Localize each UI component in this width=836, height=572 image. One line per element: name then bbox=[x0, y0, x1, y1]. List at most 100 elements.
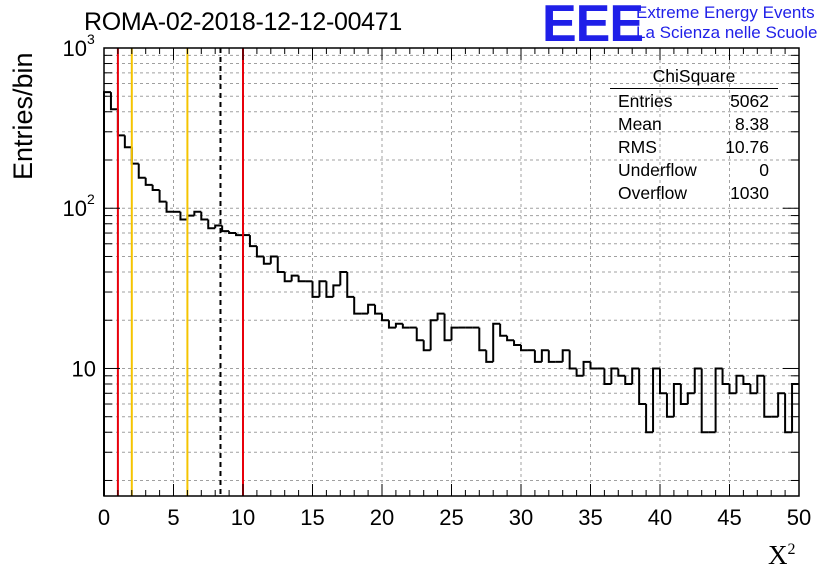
histogram-bin bbox=[568, 350, 577, 370]
histogram-bin bbox=[186, 214, 195, 220]
histogram-bin bbox=[603, 368, 612, 385]
histogram-bin bbox=[659, 368, 667, 395]
axis-ticks bbox=[103, 47, 800, 496]
histogram-bin bbox=[318, 280, 327, 297]
histogram-bin bbox=[221, 225, 230, 233]
histogram-bin bbox=[179, 211, 188, 221]
histogram-bin bbox=[617, 368, 626, 377]
histogram-bin bbox=[255, 246, 264, 258]
histogram-bin bbox=[130, 147, 139, 165]
histogram-bin bbox=[297, 275, 306, 283]
histogram-bin bbox=[631, 367, 640, 384]
histogram-bin bbox=[513, 340, 521, 347]
histogram-bin bbox=[151, 184, 160, 191]
histogram-bin bbox=[575, 368, 584, 377]
histogram-bin bbox=[353, 296, 362, 315]
histogram-bin bbox=[686, 392, 695, 405]
stats-title: ChiSquare bbox=[610, 66, 778, 89]
histogram-bin bbox=[520, 345, 528, 352]
histogram-bin bbox=[700, 368, 709, 434]
histogram-bin bbox=[485, 350, 494, 363]
x-tick-label: 50 bbox=[787, 505, 811, 530]
x-tick-label: 20 bbox=[370, 505, 394, 530]
histogram-bin bbox=[665, 393, 674, 418]
histogram-bin bbox=[728, 384, 737, 395]
histogram-bin bbox=[533, 350, 542, 363]
histogram-bin bbox=[401, 323, 410, 329]
y-tick-label: 10 bbox=[72, 356, 96, 381]
stats-row-mean: Mean 8.38 bbox=[618, 114, 769, 134]
histogram-bin bbox=[721, 368, 730, 385]
histogram-bin bbox=[381, 313, 389, 322]
histogram-bin bbox=[499, 323, 508, 337]
histogram-bin bbox=[394, 322, 403, 328]
y-tick-label: 10 bbox=[63, 36, 87, 61]
histogram-bin bbox=[137, 163, 146, 179]
histogram-bin bbox=[610, 367, 619, 384]
histogram-bin bbox=[735, 374, 744, 394]
x-tick-label: 40 bbox=[648, 505, 672, 530]
histogram-bin bbox=[367, 303, 376, 314]
histogram-bin bbox=[248, 235, 257, 248]
histogram-bin bbox=[624, 375, 633, 385]
histogram-bin bbox=[638, 368, 647, 406]
histogram-bin bbox=[262, 256, 271, 265]
histogram-bin bbox=[742, 375, 751, 385]
histogram-bin bbox=[679, 384, 688, 406]
x-tick-label: 30 bbox=[509, 505, 533, 530]
histogram-bin bbox=[763, 375, 772, 418]
histogram-bin bbox=[749, 384, 758, 395]
histogram-bin bbox=[374, 304, 382, 315]
histogram-bin bbox=[332, 284, 341, 297]
histogram-bin bbox=[429, 319, 438, 351]
histogram-bin bbox=[756, 374, 765, 394]
logo-subtitle-2: La Scienza nelle Scuole bbox=[636, 23, 818, 42]
histogram-bin bbox=[200, 211, 209, 221]
histogram-bin bbox=[228, 231, 237, 235]
histogram-bin bbox=[165, 201, 174, 213]
y-tick-exponent: 3 bbox=[87, 31, 95, 47]
histogram-bin bbox=[103, 91, 111, 496]
histogram-bin bbox=[346, 272, 355, 298]
run-title: ROMA-02-2018-12-12-00471 bbox=[84, 8, 402, 36]
histogram-bin bbox=[492, 322, 501, 362]
histogram-bin bbox=[235, 233, 243, 237]
histogram-bin bbox=[777, 392, 786, 417]
x-tick-label: 10 bbox=[231, 505, 255, 530]
histogram-bin bbox=[144, 177, 153, 186]
histogram-bin bbox=[207, 219, 216, 230]
stats-box: ChiSquare Entries 5062 Mean 8.38 RMS 10.76 … bbox=[610, 66, 778, 205]
stats-row-overflow: Overflow 1030 bbox=[618, 183, 769, 203]
histogram-bin bbox=[547, 350, 556, 363]
histogram-bin bbox=[652, 367, 660, 433]
stats-row-entries: Entries 5062 bbox=[618, 91, 769, 111]
histogram-bin bbox=[672, 383, 681, 417]
x-tick-label: 25 bbox=[439, 505, 463, 530]
histogram-bin bbox=[436, 312, 445, 321]
x-tick-label: 0 bbox=[98, 505, 110, 530]
reference-lines bbox=[116, 48, 244, 496]
histogram-bin bbox=[269, 255, 278, 264]
x-tick-label: 35 bbox=[578, 505, 602, 530]
logo-subtitle-1: Extreme Energy Events bbox=[636, 3, 815, 22]
histogram-bin bbox=[193, 210, 202, 216]
x-tick-label: 15 bbox=[300, 505, 324, 530]
histogram-bin bbox=[387, 320, 396, 329]
histogram-bin bbox=[311, 281, 320, 298]
histogram-bin bbox=[283, 272, 292, 283]
histogram-bin bbox=[290, 274, 299, 282]
histogram-bin bbox=[589, 361, 598, 370]
x-tick-label: 45 bbox=[717, 505, 741, 530]
y-tick-exponent: 2 bbox=[87, 191, 95, 207]
histogram-bin bbox=[506, 335, 515, 342]
histogram-bin bbox=[158, 189, 167, 203]
histogram-bin bbox=[415, 327, 424, 342]
histogram-bin bbox=[450, 326, 459, 341]
x-tick-label: 5 bbox=[167, 505, 179, 530]
eee-logo: EEE bbox=[542, 0, 644, 53]
histogram-bin bbox=[561, 349, 570, 362]
histogram-bin bbox=[276, 256, 285, 273]
histogram-bin bbox=[582, 360, 591, 376]
